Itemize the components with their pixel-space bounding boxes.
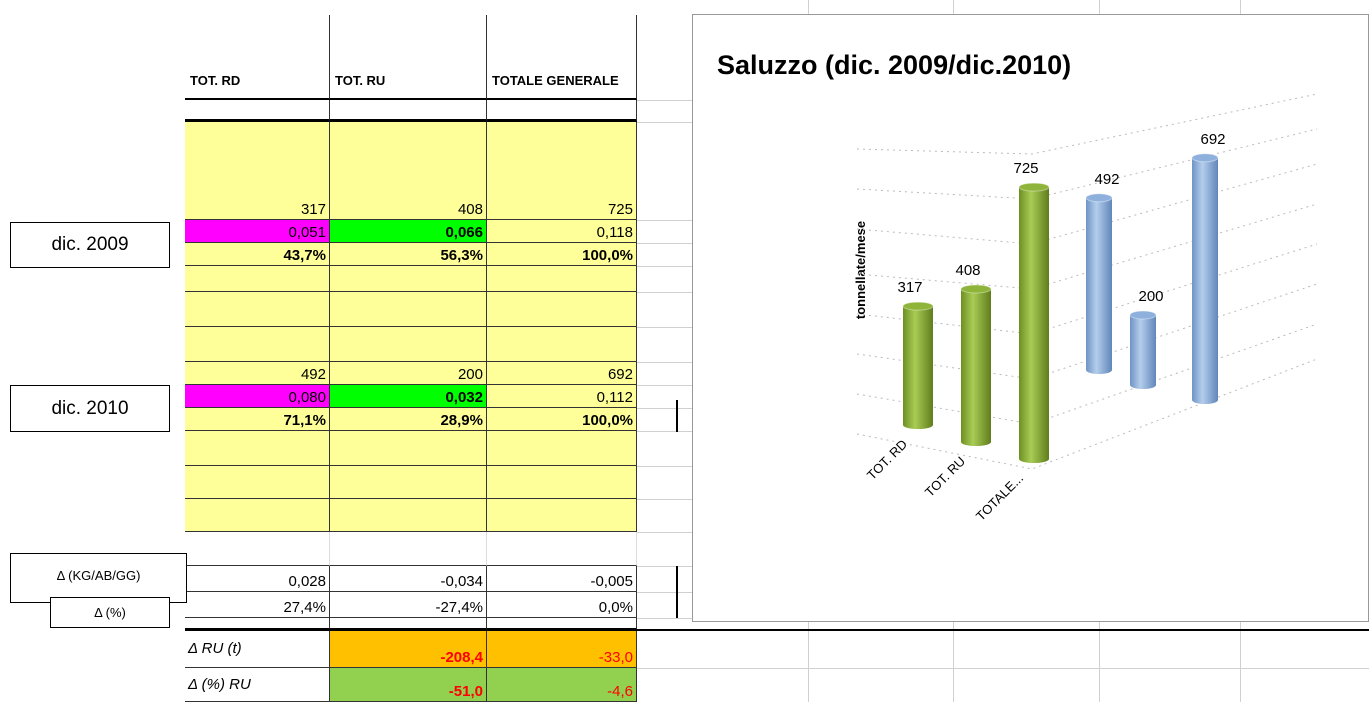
empty-cell — [185, 292, 330, 327]
value-cell: 725 — [487, 122, 637, 220]
column-header: TOT. RD — [185, 15, 330, 100]
empty-cell — [330, 466, 487, 499]
heavy-line — [185, 629, 1369, 631]
bar-top — [1129, 310, 1157, 320]
value-cell: 317 — [185, 122, 330, 220]
bar-top — [1191, 153, 1219, 163]
delta-ru-cell: -51,0 — [330, 668, 487, 702]
bar — [961, 289, 991, 442]
data-label: 492 — [1094, 171, 1119, 188]
value-cell: 492 — [185, 362, 330, 385]
heavy-line — [676, 400, 678, 432]
per-capita-cell: 0,066 — [330, 220, 487, 243]
empty-cell — [487, 266, 637, 292]
empty-cell — [185, 100, 330, 122]
empty-cell — [330, 431, 487, 466]
bar-top — [1085, 193, 1113, 203]
empty-cell — [487, 466, 637, 499]
per-capita-cell: 0,032 — [330, 385, 487, 408]
data-label: 692 — [1200, 131, 1225, 148]
column-header: TOTALE GENERALE — [487, 15, 637, 100]
bar — [1130, 315, 1156, 385]
empty-cell — [330, 532, 487, 566]
delta-cell: 27,4% — [185, 592, 330, 618]
chart-title: Saluzzo (dic. 2009/dic.2010) — [717, 50, 1071, 80]
column-header: TOT. RU — [330, 15, 487, 100]
empty-cell — [330, 327, 487, 362]
grid-row — [637, 668, 1369, 669]
empty-cell — [487, 100, 637, 122]
row-label: Δ RU (t) — [185, 631, 330, 668]
empty-cell — [185, 499, 330, 532]
value-cell: 408 — [330, 122, 487, 220]
empty-cell — [185, 431, 330, 466]
empty-cell — [487, 431, 637, 466]
row-label: Δ (%) RU — [185, 668, 330, 702]
delta-cell: 0,0% — [487, 592, 637, 618]
bar-top — [1018, 182, 1050, 192]
empty-cell — [487, 499, 637, 532]
empty-cell — [330, 100, 487, 122]
empty-cell — [185, 327, 330, 362]
y-axis-label: tonnellate/mese — [853, 221, 868, 319]
bar — [903, 306, 933, 425]
empty-cell — [487, 327, 637, 362]
share-cell: 100,0% — [487, 408, 637, 431]
delta-label: Δ (%) — [50, 597, 170, 628]
share-cell: 56,3% — [330, 243, 487, 266]
chart: Saluzzo (dic. 2009/dic.2010) tonnellate/… — [692, 14, 1369, 622]
empty-cell — [487, 532, 637, 566]
delta-cell: 0,028 — [185, 566, 330, 592]
empty-cell — [330, 292, 487, 327]
delta-cell: -0,034 — [330, 566, 487, 592]
empty-cell — [185, 266, 330, 292]
period-label: dic. 2010 — [10, 385, 170, 432]
delta-ru-cell: -208,4 — [330, 631, 487, 668]
per-capita-cell: 0,051 — [185, 220, 330, 243]
per-capita-cell: 0,112 — [487, 385, 637, 408]
share-cell: 71,1% — [185, 408, 330, 431]
delta-cell: -0,005 — [487, 566, 637, 592]
share-cell: 28,9% — [330, 408, 487, 431]
delta-cell: -27,4% — [330, 592, 487, 618]
empty-cell — [330, 499, 487, 532]
share-cell: 100,0% — [487, 243, 637, 266]
value-cell: 200 — [330, 362, 487, 385]
bar-top — [960, 284, 992, 294]
data-label: 200 — [1138, 288, 1163, 305]
per-capita-cell: 0,118 — [487, 220, 637, 243]
period-label: dic. 2009 — [10, 222, 170, 268]
data-label: 408 — [955, 262, 980, 279]
bar-top — [902, 301, 934, 311]
empty-cell — [185, 466, 330, 499]
data-label: 317 — [897, 279, 922, 296]
bar — [1192, 157, 1218, 400]
per-capita-cell: 0,080 — [185, 385, 330, 408]
empty-cell — [330, 266, 487, 292]
empty-cell — [185, 532, 330, 566]
data-label: 725 — [1013, 160, 1038, 177]
bar — [1086, 197, 1112, 370]
delta-ru-cell: -33,0 — [487, 631, 637, 668]
delta-label: Δ (KG/AB/GG) — [10, 553, 187, 603]
bar — [1019, 187, 1049, 459]
heavy-line — [676, 566, 678, 618]
share-cell: 43,7% — [185, 243, 330, 266]
empty-cell — [487, 292, 637, 327]
delta-ru-cell: -4,6 — [487, 668, 637, 702]
value-cell: 692 — [487, 362, 637, 385]
